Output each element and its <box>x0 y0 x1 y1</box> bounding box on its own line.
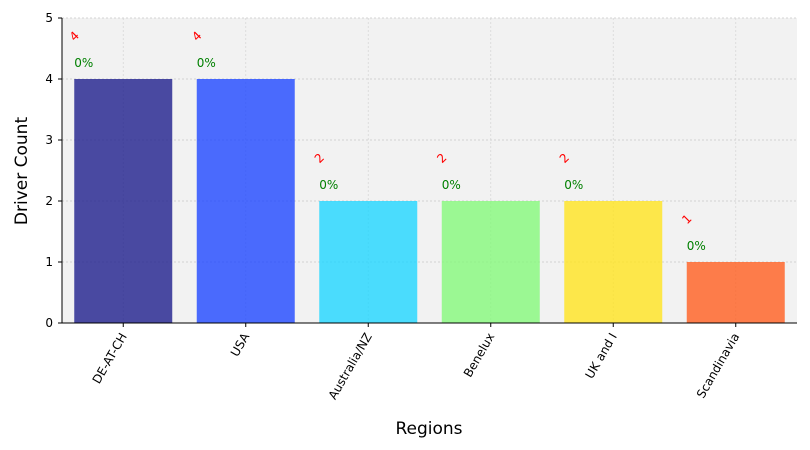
bar <box>564 201 663 323</box>
percent-label: 0% <box>442 178 461 192</box>
bar <box>441 201 540 323</box>
percent-label: 0% <box>74 56 93 70</box>
x-ticks: DE-AT-CH USA Australia/NZ Benelux UK and I Sc… <box>90 323 743 402</box>
y-tick-label: 0 <box>45 316 53 330</box>
y-tick-label: 5 <box>45 11 53 25</box>
bar <box>196 79 295 323</box>
x-axis-label: Regions <box>395 419 462 439</box>
bar <box>686 262 785 323</box>
y-ticks: 0 1 2 3 4 5 <box>45 11 62 330</box>
bar <box>319 201 418 323</box>
percent-label: 0% <box>564 178 583 192</box>
x-tick-label: USA <box>228 330 253 359</box>
y-tick-label: 4 <box>45 72 53 86</box>
x-tick-label: UK and I <box>583 331 620 382</box>
x-tick-label: Scandinavia <box>694 331 743 401</box>
y-tick-label: 3 <box>45 133 53 147</box>
x-tick-label: DE-AT-CH <box>90 331 130 387</box>
y-axis-label: Driver Count <box>12 117 32 226</box>
percent-label: 0% <box>687 239 706 253</box>
percent-label: 0% <box>319 178 338 192</box>
x-tick-label: Benelux <box>461 331 497 380</box>
x-tick-label: Australia/NZ <box>326 331 375 402</box>
y-tick-label: 1 <box>45 255 53 269</box>
plot-background <box>62 18 797 323</box>
y-tick-label: 2 <box>45 194 53 208</box>
bar <box>74 79 173 323</box>
bars <box>74 79 785 323</box>
percent-label: 0% <box>197 56 216 70</box>
